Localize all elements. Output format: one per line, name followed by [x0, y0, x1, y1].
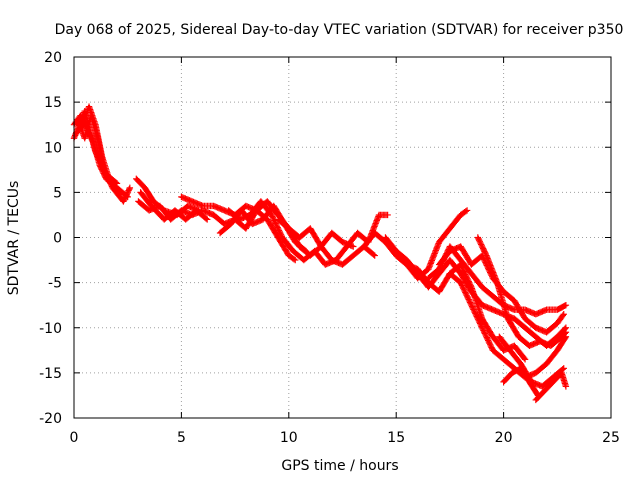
- y-tick-label: 20: [44, 50, 62, 66]
- series-track-18: [446, 270, 570, 381]
- y-tick-label: 10: [44, 140, 62, 156]
- chart-title: Day 068 of 2025, Sidereal Day-to-day VTE…: [55, 22, 624, 38]
- x-tick-label: 0: [70, 430, 79, 446]
- x-tick-labels: 0 5 10 15 20 25: [70, 430, 620, 446]
- y-tick-labels: -20 -15 -10 -5 0 5 10 15 20: [39, 50, 62, 427]
- x-tick-label: 25: [602, 430, 620, 446]
- series-track-21: [500, 365, 542, 399]
- x-tick-label: 5: [177, 430, 186, 446]
- x-tick-label: 10: [280, 430, 298, 446]
- series-track-22: [532, 369, 570, 404]
- x-tick-label: 15: [387, 430, 405, 446]
- y-tick-label: 5: [53, 185, 62, 201]
- y-tick-label: -10: [39, 321, 62, 337]
- y-tick-label: -20: [39, 411, 62, 427]
- y-tick-label: -15: [39, 366, 62, 382]
- y-tick-label: -5: [48, 276, 62, 292]
- y-tick-label: 15: [44, 95, 62, 111]
- series-track-7: [137, 189, 211, 223]
- x-tick-label: 20: [495, 430, 513, 446]
- y-axis-label: SDTVAR / TECUs: [6, 181, 22, 296]
- x-axis-label: GPS time / hours: [281, 458, 398, 474]
- grid-lines: [74, 57, 611, 418]
- series-track-19: [474, 234, 570, 349]
- data-marks: [70, 103, 570, 404]
- y-tick-label: 0: [53, 231, 62, 247]
- plot-frame: [73, 56, 612, 419]
- series-track-11: [225, 198, 391, 268]
